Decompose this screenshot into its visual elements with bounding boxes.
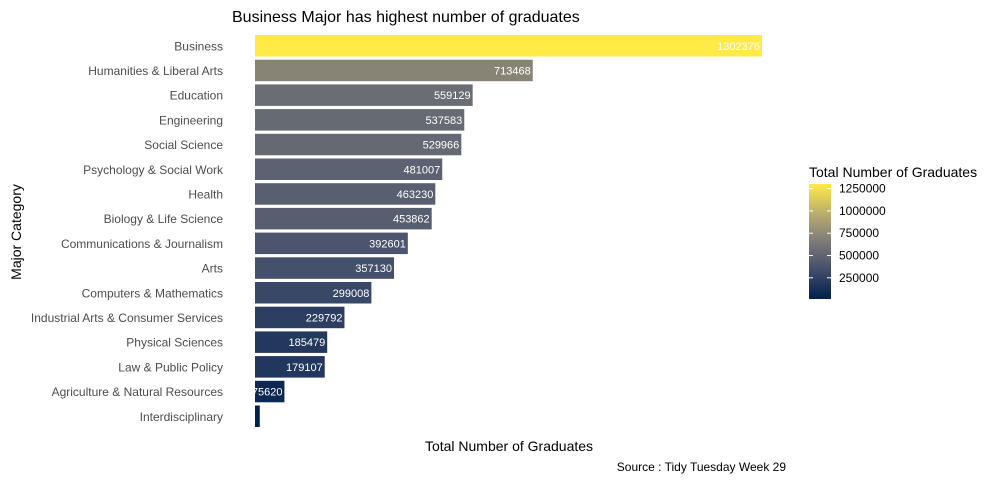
bar-value-label: 75620 [252, 387, 283, 399]
y-axis-label: Major Category [8, 184, 24, 280]
bar [255, 35, 762, 57]
bar-value-label: 559129 [434, 90, 471, 102]
bar [255, 207, 432, 230]
chart-caption: Source : Tidy Tuesday Week 29 [617, 460, 787, 474]
bar [255, 133, 462, 156]
category-tick-label: Psychology & Social Work [83, 163, 224, 177]
legend-title: Total Number of Graduates [809, 164, 977, 180]
legend-tick-label: 1250000 [839, 182, 886, 196]
legend-tick-label: 750000 [839, 226, 879, 240]
x-axis-label: Total Number of Graduates [425, 438, 593, 454]
legend-tick-label: 1000000 [839, 204, 886, 218]
bar [255, 59, 533, 82]
category-tick-label: Humanities & Liberal Arts [88, 64, 223, 78]
bar [255, 331, 328, 353]
bar-value-label: 392601 [369, 238, 406, 250]
bar [255, 109, 465, 131]
category-labels: Business Humanities & Liberal Arts Educati… [31, 39, 224, 424]
category-tick-label: Computers & Mathematics [82, 286, 223, 300]
category-tick-label: Interdisciplinary [140, 410, 223, 424]
bar-value-label: 299008 [333, 288, 370, 300]
bar [255, 282, 372, 304]
category-tick-label: Communications & Journalism [61, 237, 223, 251]
bar-value-label: 1302376 [717, 41, 760, 53]
category-tick-label: Biology & Life Science [104, 212, 224, 226]
bar-value-label: 537583 [426, 115, 463, 127]
category-tick-label: Industrial Arts & Consumer Services [31, 311, 223, 325]
legend-colorbar [809, 184, 831, 299]
category-tick-label: Education [170, 89, 223, 103]
legend-tick-label: 250000 [839, 271, 879, 285]
bar [255, 405, 260, 427]
bars-group: 1302376 713468 559129 537583 529966 481007 463… [252, 35, 762, 427]
category-tick-label: Engineering [159, 113, 223, 127]
bar [255, 356, 325, 378]
bar-value-label: 179107 [286, 362, 323, 374]
category-tick-label: Physical Sciences [126, 336, 223, 350]
legend-tick-label: 500000 [839, 249, 879, 263]
bar-value-label: 453862 [393, 214, 430, 226]
bar [255, 232, 408, 255]
category-tick-label: Business [174, 39, 223, 53]
category-tick-label: Arts [202, 262, 223, 276]
bar [255, 84, 473, 106]
category-tick-label: Law & Public Policy [118, 360, 223, 374]
category-tick-label: Social Science [144, 138, 223, 152]
bar [255, 183, 436, 205]
category-tick-label: Health [188, 187, 223, 201]
legend: Total Number of Graduates 1250000 1000000… [809, 164, 977, 299]
category-tick-label: Agriculture & Natural Resources [52, 385, 223, 399]
bar-value-label: 229792 [306, 312, 343, 324]
bar-value-label: 529966 [423, 140, 460, 152]
bar-value-label: 357130 [355, 263, 392, 275]
bar [255, 306, 345, 329]
bar [255, 380, 285, 403]
bar [255, 158, 443, 180]
bar-value-label: 463230 [397, 189, 434, 201]
bar-value-label: 713468 [494, 65, 531, 77]
legend-ticks: 1250000 1000000 750000 500000 250000 [809, 182, 886, 285]
chart-title: Business Major has highest number of gra… [232, 9, 580, 26]
bar-value-label: 481007 [404, 164, 441, 176]
bar-value-label: 185479 [288, 337, 325, 349]
bar [255, 257, 395, 279]
